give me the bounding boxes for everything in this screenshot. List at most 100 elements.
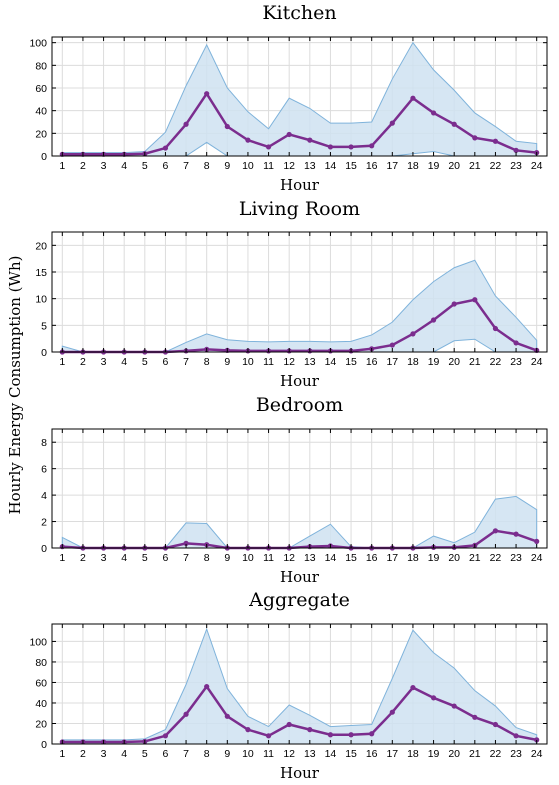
kitchen-xtick-label: 14: [325, 160, 337, 172]
living-room-mean-point: [492, 325, 499, 332]
aggregate-xtick-label: 19: [428, 748, 440, 760]
kitchen-mean-point: [451, 121, 457, 127]
kitchen-mean-point: [472, 135, 478, 141]
kitchen-xtick-label: 16: [366, 160, 378, 172]
living-room-xtick-label: 19: [428, 356, 440, 368]
kitchen-xtick-label: 11: [263, 160, 274, 172]
kitchen-xtick-label: 22: [490, 160, 502, 172]
aggregate-xtick-label: 1: [59, 748, 65, 760]
aggregate-mean-point: [492, 721, 499, 728]
living-room-xtick-label: 22: [490, 356, 502, 368]
kitchen-xtick-label: 23: [510, 160, 522, 172]
kitchen-title: Kitchen: [262, 2, 336, 24]
living-room-x-axis-label: Hour: [280, 372, 320, 390]
living-room-xtick-label: 21: [469, 356, 481, 368]
aggregate-xtick-label: 3: [101, 748, 107, 760]
aggregate-xtick-label: 21: [469, 748, 481, 760]
aggregate-xtick-label: 11: [263, 748, 274, 760]
living-room-xtick-label: 18: [407, 356, 419, 368]
bedroom-xtick-label: 14: [325, 552, 337, 564]
living-room-xtick-label: 14: [325, 356, 337, 368]
bedroom-xtick-label: 20: [448, 552, 460, 564]
aggregate-ytick-label: 40: [35, 698, 47, 710]
aggregate-mean-point: [265, 733, 272, 739]
kitchen-xtick-label: 17: [386, 160, 398, 172]
living-room-mean-point: [410, 331, 416, 337]
living-room-xtick-label: 17: [386, 356, 398, 368]
kitchen-xtick-label: 10: [242, 160, 254, 172]
aggregate-axes-frame: [51, 623, 548, 745]
living-room-mean-point: [513, 340, 519, 346]
aggregate-mean-point: [307, 727, 313, 733]
living-room-xtick-label: 7: [183, 356, 189, 368]
bedroom-xtick-label: 21: [469, 552, 481, 564]
living-room-ytick-label: 15: [35, 267, 47, 279]
bedroom-ytick-label: 2: [41, 517, 47, 529]
kitchen-mean-point: [245, 137, 251, 143]
kitchen-xtick-label: 9: [224, 160, 230, 172]
kitchen-mean-point: [224, 123, 230, 130]
living-room-xtick-label: 23: [510, 356, 522, 368]
aggregate-ytick-label: 60: [35, 677, 47, 689]
bedroom-xtick-label: 7: [183, 552, 189, 564]
bedroom-xtick-label: 18: [407, 552, 419, 564]
kitchen-mean-point: [265, 144, 272, 150]
aggregate-mean-point: [410, 684, 416, 691]
bedroom-xtick-label: 3: [101, 552, 107, 564]
living-room-xtick-label: 5: [142, 356, 148, 368]
aggregate-xtick-label: 2: [80, 748, 86, 760]
aggregate-xtick-label: 6: [163, 748, 169, 760]
kitchen-xtick-label: 19: [428, 160, 440, 172]
kitchen-mean-point: [410, 95, 416, 101]
aggregate-mean-point: [327, 732, 334, 738]
aggregate-xtick-label: 5: [142, 748, 148, 760]
bedroom-xtick-label: 24: [531, 552, 543, 564]
aggregate-ytick-label: 0: [41, 739, 47, 751]
living-room-ytick-label: 5: [41, 320, 47, 332]
living-room-ytick-label: 20: [35, 240, 47, 252]
bedroom-xtick-label: 1: [59, 552, 65, 564]
kitchen-mean-point: [513, 147, 519, 153]
kitchen-ytick-label: 20: [35, 128, 47, 140]
bedroom-mean-point: [513, 531, 519, 537]
aggregate-xtick-label: 4: [121, 748, 127, 760]
living-room-xtick-label: 13: [304, 356, 316, 368]
aggregate-mean-point: [224, 713, 230, 719]
bedroom-range-band: [61, 495, 538, 549]
aggregate-xtick-label: 24: [531, 748, 543, 760]
kitchen-mean-point: [183, 121, 189, 127]
bedroom-xtick-label: 10: [242, 552, 254, 564]
kitchen-xtick-label: 24: [531, 160, 543, 172]
bedroom-xtick-label: 6: [163, 552, 169, 564]
bedroom-mean-point: [492, 528, 499, 534]
bedroom-xtick-label: 15: [345, 552, 357, 564]
aggregate-mean-point: [204, 683, 210, 690]
bedroom-xtick-label: 4: [121, 552, 127, 564]
living-room-xtick-label: 15: [345, 356, 357, 368]
bedroom-xtick-label: 5: [142, 552, 148, 564]
aggregate-xtick-label: 14: [325, 748, 337, 760]
aggregate-ytick-label: 100: [29, 636, 47, 648]
aggregate-xtick-label: 16: [366, 748, 378, 760]
kitchen-mean-point: [204, 91, 210, 97]
aggregate-mean-point: [513, 733, 519, 739]
kitchen-mean-line: [62, 91, 537, 156]
living-room-mean-point: [451, 301, 457, 307]
bedroom-xtick-label: 16: [366, 552, 378, 564]
aggregate-mean-point: [472, 714, 478, 720]
kitchen-mean-point: [307, 137, 313, 143]
aggregate-xtick-label: 18: [407, 748, 419, 760]
living-room-xtick-label: 16: [366, 356, 378, 368]
kitchen-mean-point: [369, 143, 375, 149]
aggregate-xtick-label: 12: [283, 748, 295, 760]
living-room-xtick-label: 20: [448, 356, 460, 368]
kitchen-xtick-label: 8: [204, 160, 210, 172]
aggregate-mean-point: [286, 721, 292, 728]
aggregate-xtick-label: 22: [490, 748, 502, 760]
aggregate-mean-point: [245, 727, 251, 733]
kitchen-mean-point: [348, 144, 354, 150]
kitchen-mean-point: [492, 138, 499, 144]
living-room-xtick-label: 1: [59, 356, 65, 368]
